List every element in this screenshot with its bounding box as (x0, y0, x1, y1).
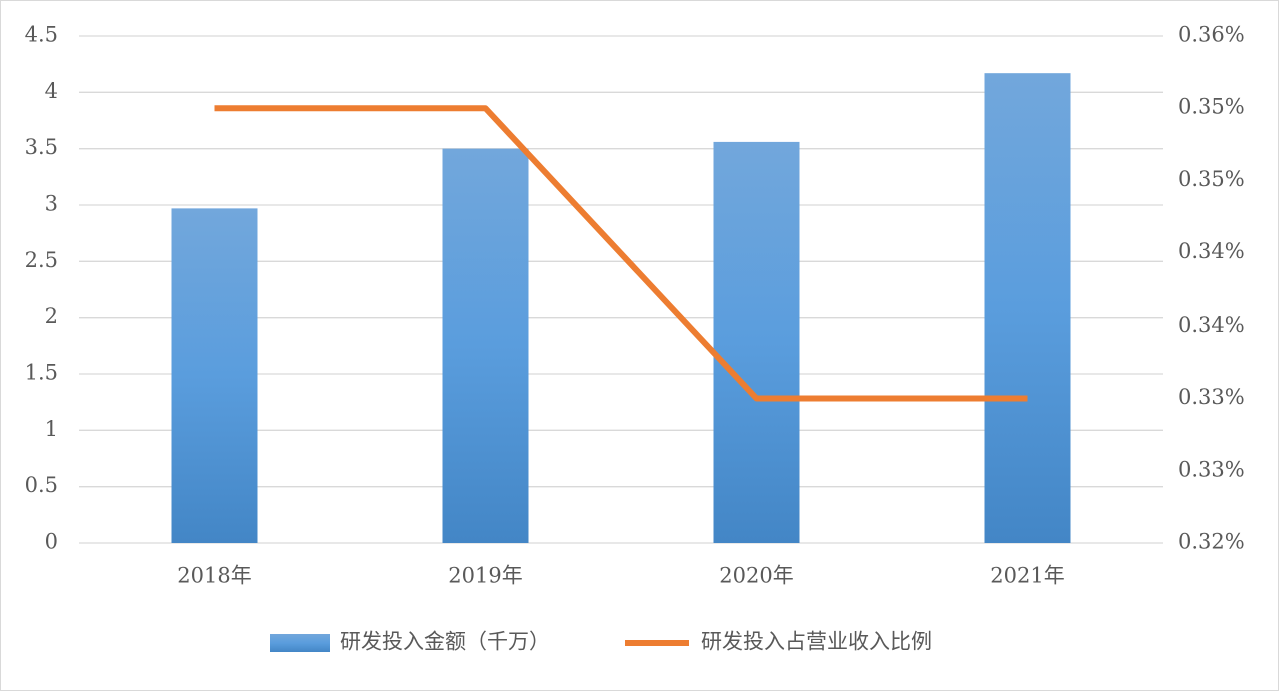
x-tick-label: 2020年 (719, 564, 793, 588)
y-tick-label: 3 (45, 192, 58, 216)
bar (171, 208, 258, 543)
y2-tick-label: 0.32% (1178, 530, 1245, 554)
bar (984, 73, 1071, 544)
y-tick-label: 0 (45, 530, 58, 554)
y2-tick-label: 0.34% (1178, 313, 1245, 337)
y-tick-label: 2.5 (25, 248, 58, 272)
y-tick-label: 1.5 (25, 361, 58, 385)
y2-tick-label: 0.34% (1178, 239, 1245, 263)
legend-label: 研发投入占营业收入比例 (701, 630, 932, 654)
y2-tick-label: 0.33% (1178, 385, 1245, 409)
y-tick-label: 3.5 (25, 135, 58, 159)
y-tick-label: 0.5 (25, 473, 58, 497)
bar (442, 148, 529, 543)
y-tick-label: 2 (45, 304, 58, 328)
line-series (214, 105, 1028, 402)
bar (713, 141, 800, 543)
y2-tick-label: 0.35% (1178, 95, 1245, 119)
x-tick-label: 2021年 (990, 564, 1064, 588)
y-tick-label: 1 (45, 417, 58, 441)
y-tick-label: 4.5 (25, 23, 58, 47)
y2-tick-label: 0.33% (1178, 457, 1245, 481)
x-tick-label: 2019年 (448, 564, 522, 588)
y-tick-label: 4 (45, 79, 58, 103)
legend-swatch (270, 634, 330, 652)
y2-tick-label: 0.36% (1178, 23, 1245, 47)
y2-tick-label: 0.35% (1178, 167, 1245, 191)
legend-label: 研发投入金额（千万） (340, 630, 550, 654)
x-tick-label: 2018年 (177, 564, 251, 588)
